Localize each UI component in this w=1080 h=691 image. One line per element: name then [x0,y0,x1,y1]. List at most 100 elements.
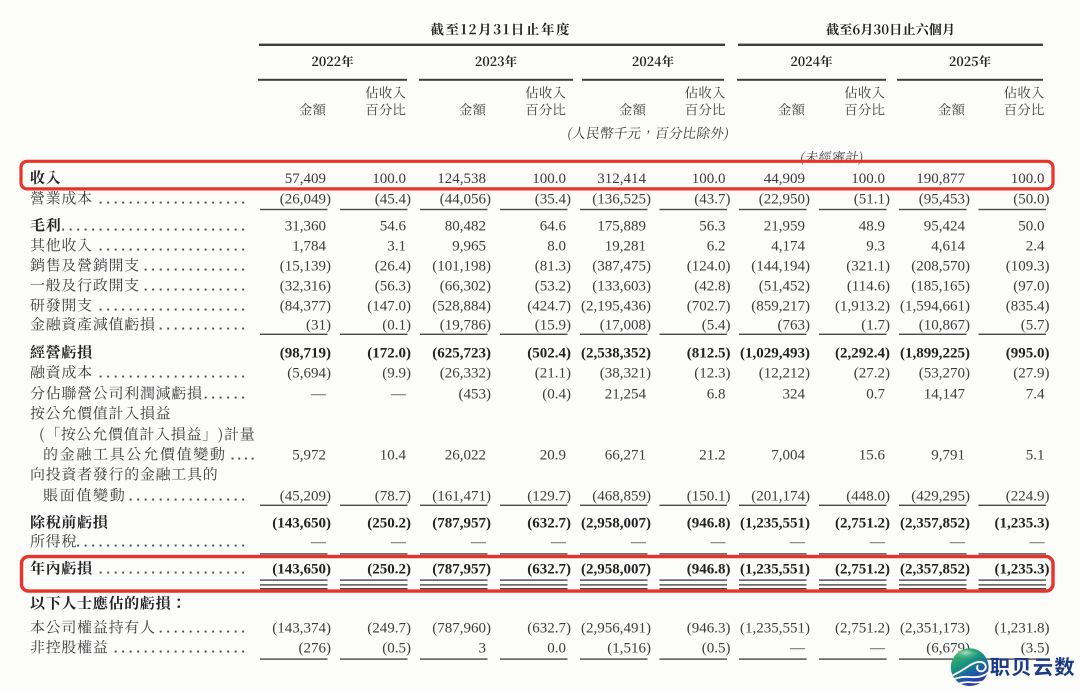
svg-text:(133,603): (133,603) [592,279,651,295]
svg-text:(448.0): (448.0) [846,489,890,505]
svg-text:(2,292.4): (2,292.4) [835,346,890,362]
svg-text:50.0: 50.0 [1018,219,1044,235]
svg-text:(12,212): (12,212) [759,366,810,382]
svg-text:(387,475): (387,475) [592,259,651,275]
svg-text:(995.0): (995.0) [1006,346,1050,362]
svg-text:(502.4): (502.4) [527,346,571,362]
svg-text:(1,235,551): (1,235,551) [740,516,810,532]
svg-text:(632.7): (632.7) [527,621,571,637]
svg-text:(2,751.2): (2,751.2) [835,562,890,578]
svg-text:48.9: 48.9 [859,219,885,235]
svg-text:(632.7): (632.7) [527,562,571,578]
svg-text:(201,174): (201,174) [751,489,810,505]
svg-text:(2,751.2): (2,751.2) [835,621,890,637]
svg-text:—: — [550,535,567,551]
svg-text:—: — [390,535,407,551]
svg-text:(2,357,852): (2,357,852) [900,562,970,578]
svg-text:—: — [310,387,327,403]
svg-text:(147.0): (147.0) [367,299,411,315]
svg-text:64.6: 64.6 [540,219,567,235]
svg-text:(44,056): (44,056) [440,192,491,208]
svg-text:2.4: 2.4 [1026,239,1045,255]
svg-text:(787,957): (787,957) [432,562,491,578]
svg-text:(276): (276) [299,641,332,657]
svg-text:(429,295): (429,295) [911,489,970,505]
svg-text:19,281: 19,281 [605,239,646,255]
svg-text:(528,884): (528,884) [432,299,491,315]
svg-text:(114.6): (114.6) [847,279,890,295]
svg-text:(45,209): (45,209) [280,489,331,505]
svg-text:(98,719): (98,719) [280,346,331,362]
svg-text:(1,594,661): (1,594,661) [900,299,970,315]
svg-text:(124.0): (124.0) [687,259,731,275]
svg-text:(625,723): (625,723) [432,346,491,362]
svg-text:(702.7): (702.7) [687,299,731,315]
svg-text:(5,694): (5,694) [287,366,331,382]
svg-text:(150.1): (150.1) [687,489,731,505]
svg-text:(208,570): (208,570) [911,259,970,275]
svg-text:(35.4): (35.4) [535,192,571,208]
svg-text:(2,538,352): (2,538,352) [581,346,651,362]
svg-text:(26,049): (26,049) [280,192,331,208]
svg-text:(0.4): (0.4) [542,387,571,403]
svg-text:100.0: 100.0 [692,171,726,187]
svg-text:(249.7): (249.7) [367,621,411,637]
svg-text:(26,332): (26,332) [440,366,491,382]
svg-text:21,959: 21,959 [764,219,805,235]
svg-text:(0.1): (0.1) [382,318,411,334]
svg-text:(101,198): (101,198) [432,259,491,275]
svg-text:57,409: 57,409 [285,171,326,187]
svg-text:(812.5): (812.5) [687,346,731,362]
svg-text:(1,899,225): (1,899,225) [900,346,970,362]
svg-text:(2,357,852): (2,357,852) [900,516,970,532]
svg-text:(43.7): (43.7) [694,192,730,208]
svg-text:(946.3): (946.3) [687,621,731,637]
svg-text:54.6: 54.6 [380,219,407,235]
svg-text:6.8: 6.8 [707,387,726,403]
svg-text:(66,302): (66,302) [440,279,491,295]
svg-text:7.4: 7.4 [1026,387,1045,403]
svg-text:56.3: 56.3 [699,219,725,235]
svg-text:(1.7): (1.7) [861,318,890,334]
svg-text:324: 324 [783,387,806,403]
svg-text:(2,958,007): (2,958,007) [581,516,651,532]
svg-text:26,022: 26,022 [445,448,486,464]
svg-text:100.0: 100.0 [851,171,885,187]
svg-text:(27.9): (27.9) [1013,366,1049,382]
svg-text:100.0: 100.0 [372,171,406,187]
svg-text:(45.4): (45.4) [375,192,411,208]
svg-text:(835.4): (835.4) [1006,299,1050,315]
svg-text:(78.7): (78.7) [375,489,411,505]
svg-text:9,965: 9,965 [452,239,486,255]
svg-text:(129.7): (129.7) [527,489,571,505]
svg-text:0.0: 0.0 [547,641,566,657]
svg-text:—: — [789,641,806,657]
svg-text:(946.8): (946.8) [687,516,731,532]
svg-text:(2,958,007): (2,958,007) [581,562,651,578]
svg-text:(0.5): (0.5) [702,641,731,657]
svg-text:(3.5): (3.5) [1021,641,1050,657]
svg-text:—: — [789,535,806,551]
svg-text:—: — [869,641,886,657]
svg-text:3.1: 3.1 [387,239,406,255]
svg-text:(53.2): (53.2) [535,279,571,295]
svg-text:(2,195,436): (2,195,436) [581,299,651,315]
svg-text:100.0: 100.0 [532,171,566,187]
svg-text:21.2: 21.2 [699,448,725,464]
svg-text:66,271: 66,271 [605,448,646,464]
svg-text:95,424: 95,424 [924,219,966,235]
svg-text:(1,913.2): (1,913.2) [835,299,890,315]
svg-text:(5.7): (5.7) [1021,318,1050,334]
svg-text:(53,270): (53,270) [919,366,970,382]
svg-text:(143,374): (143,374) [272,621,331,637]
svg-text:(81.3): (81.3) [535,259,571,275]
svg-text:(21.1): (21.1) [535,366,571,382]
svg-text:5,972: 5,972 [292,448,326,464]
svg-text:(763): (763) [778,318,811,334]
svg-text:(10,867): (10,867) [919,318,970,334]
svg-text:190,877: 190,877 [916,171,965,187]
svg-text:9.3: 9.3 [866,239,885,255]
svg-text:100.0: 100.0 [1011,171,1045,187]
svg-text:(632.7): (632.7) [527,516,571,532]
svg-text:(22,950): (22,950) [759,192,810,208]
